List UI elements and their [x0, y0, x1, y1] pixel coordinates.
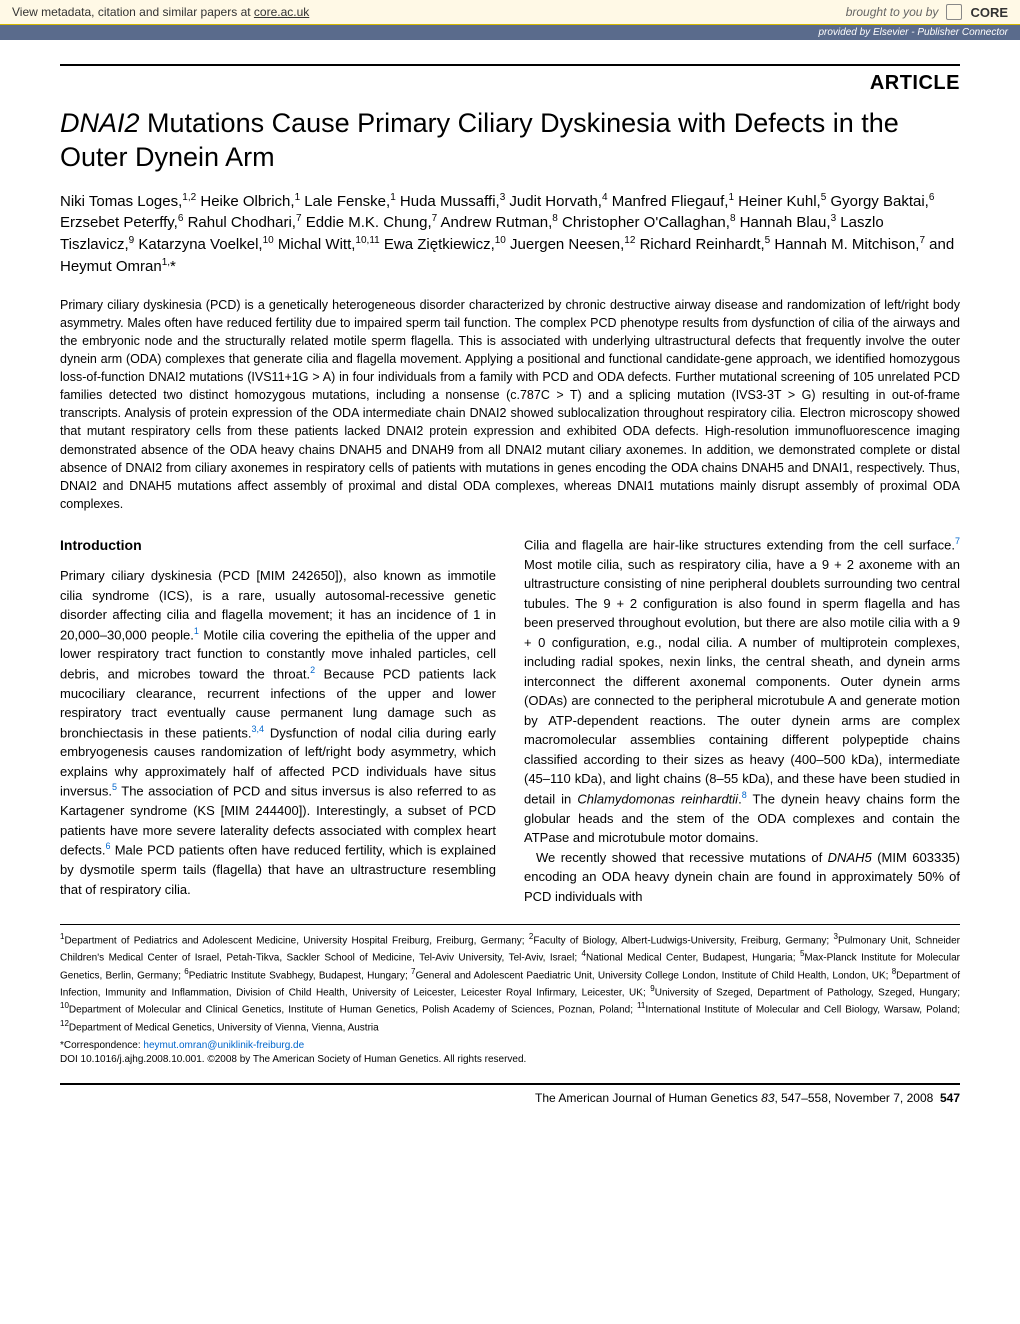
page-footer: The American Journal of Human Genetics 8…	[60, 1083, 960, 1105]
core-icon	[946, 4, 962, 20]
column-left: Introduction Primary ciliary dyskinesia …	[60, 535, 496, 906]
core-link[interactable]: core.ac.uk	[254, 5, 309, 19]
column-right: Cilia and flagella are hair-like structu…	[524, 535, 960, 906]
page-content: ARTICLE DNAI2 Mutations Cause Primary Ci…	[0, 40, 1020, 1145]
provider-link[interactable]: Elsevier - Publisher Connector	[873, 27, 1008, 38]
doi-line: DOI 10.1016/j.ajhg.2008.10.001. ©2008 by…	[60, 1053, 960, 1067]
correspondence-label: *Correspondence:	[60, 1040, 143, 1051]
article-title: DNAI2 Mutations Cause Primary Ciliary Dy…	[60, 107, 960, 175]
abstract: Primary ciliary dyskinesia (PCD) is a ge…	[60, 296, 960, 514]
body-paragraph: Primary ciliary dyskinesia (PCD [MIM 242…	[60, 566, 496, 899]
article-label: ARTICLE	[60, 64, 960, 95]
core-banner-text: View metadata, citation and similar pape…	[12, 5, 254, 19]
body-columns: Introduction Primary ciliary dyskinesia …	[60, 535, 960, 906]
core-brought-by: brought to you by	[846, 5, 939, 19]
core-banner: View metadata, citation and similar pape…	[0, 0, 1020, 25]
provider-prefix: provided by	[818, 27, 872, 38]
correspondence-email[interactable]: heymut.omran@uniklinik-freiburg.de	[143, 1040, 304, 1051]
correspondence: *Correspondence: heymut.omran@uniklinik-…	[60, 1039, 960, 1053]
core-logo: CORE	[970, 5, 1008, 20]
body-paragraph: Cilia and flagella are hair-like structu…	[524, 535, 960, 848]
core-banner-right: brought to you by CORE	[846, 4, 1008, 20]
affiliations: 1Department of Pediatrics and Adolescent…	[60, 924, 960, 1035]
body-paragraph: We recently showed that recessive mutati…	[524, 848, 960, 907]
authors-list: Niki Tomas Loges,1,2 Heike Olbrich,1 Lal…	[60, 191, 960, 278]
core-banner-left: View metadata, citation and similar pape…	[12, 5, 309, 19]
section-heading-introduction: Introduction	[60, 535, 496, 556]
provider-bar: provided by Elsevier - Publisher Connect…	[0, 25, 1020, 40]
